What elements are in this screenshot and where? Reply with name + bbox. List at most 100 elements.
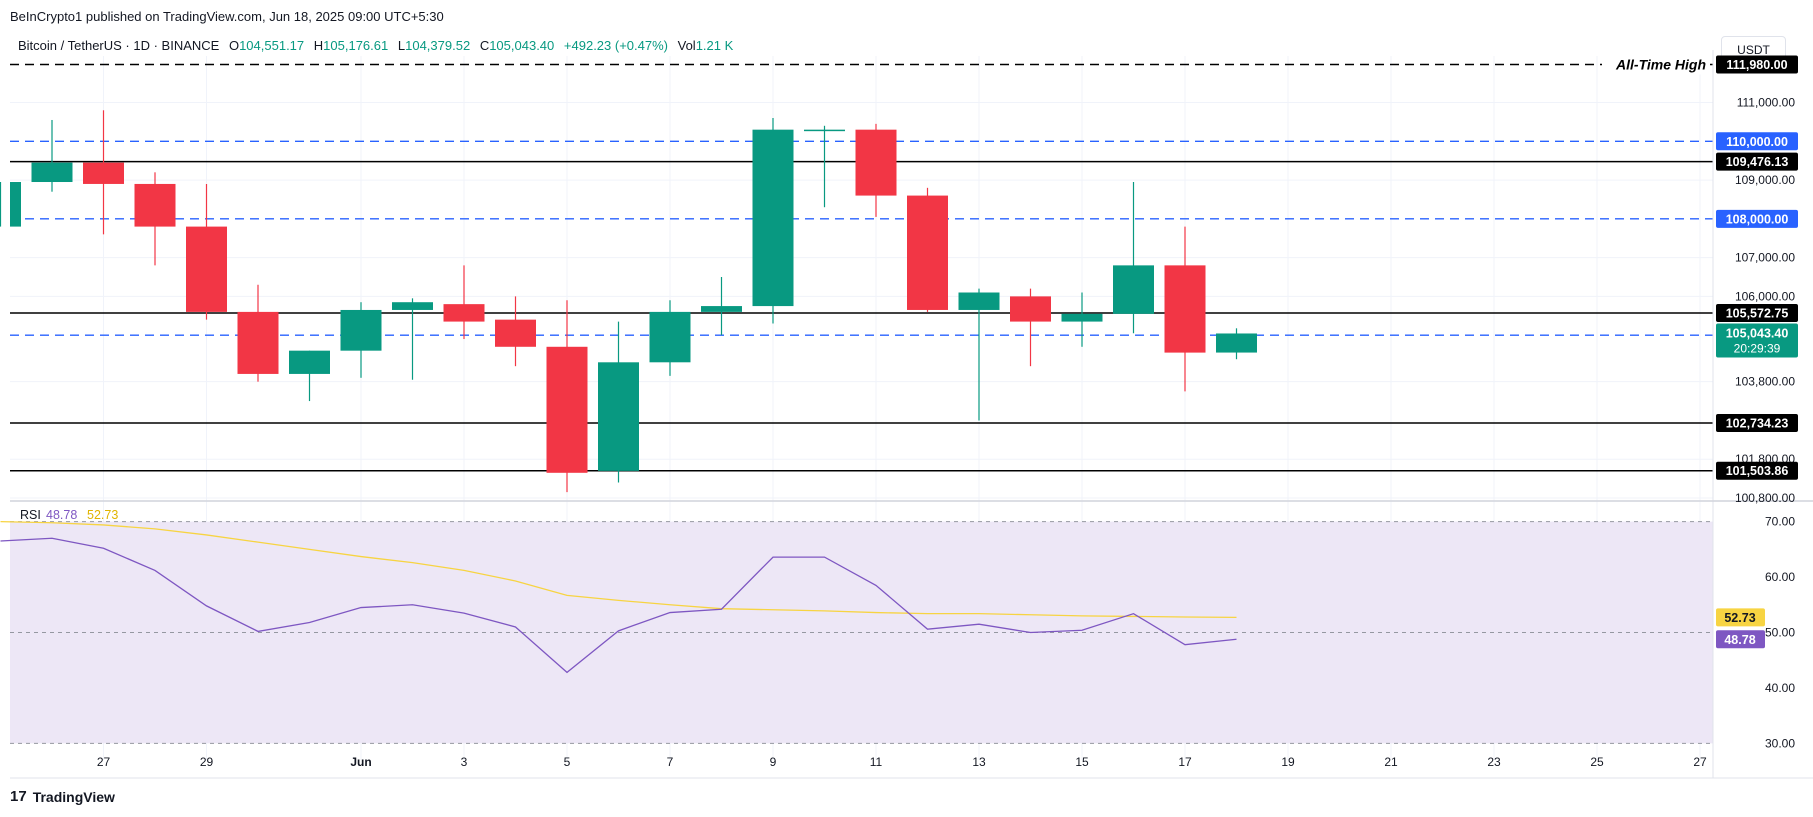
change-value: +492.23 (+0.47%) — [563, 38, 668, 53]
volume-value: 1.21 K — [695, 38, 734, 53]
level-price-label: 102,734.23 — [1726, 417, 1789, 431]
x-tick-label: 13 — [972, 755, 986, 769]
candle-body — [752, 129, 794, 307]
candle-body — [804, 129, 845, 132]
candle-body — [237, 311, 279, 374]
level-price-label: 111,980.00 — [1726, 58, 1787, 72]
rsi-ma-legend-value: 52.73 — [87, 508, 118, 522]
open-label: O — [228, 38, 240, 53]
level-price-box — [1716, 303, 1798, 322]
candle-body — [186, 226, 227, 312]
x-tick-label: Jun — [350, 755, 371, 769]
rsi-line — [0, 537, 1237, 674]
candle-body — [10, 182, 21, 227]
x-tick-label: 27 — [97, 755, 111, 769]
x-tick-label: 27 — [1693, 755, 1707, 769]
x-tick-label: 9 — [770, 755, 777, 769]
candle-body — [907, 195, 948, 310]
x-tick-label: 5 — [564, 755, 571, 769]
rsi-ma-price-label: 52.73 — [1724, 611, 1755, 625]
rsi-title: RSI — [20, 508, 41, 522]
rsi-tick-label: 30.00 — [1765, 736, 1795, 750]
rsi-ma-price-box — [1716, 608, 1765, 627]
x-tick-label: 25 — [1590, 755, 1604, 769]
candle-body — [83, 162, 124, 184]
rsi-lines — [0, 520, 1237, 674]
price-tick-label: 111,000.00 — [1737, 96, 1796, 110]
candle-body — [340, 309, 382, 351]
level-price-box — [1716, 461, 1798, 480]
rsi-band — [10, 521, 1713, 744]
level-price-label: 105,572.75 — [1726, 306, 1789, 320]
high-label: H — [313, 38, 324, 53]
tradingview-brand: TradingView — [32, 788, 115, 805]
rsi-price-box — [1716, 630, 1765, 649]
price-tick-label: 103,800.00 — [1735, 375, 1795, 389]
volume-label: Vol — [677, 38, 696, 53]
symbol-legend: Bitcoin / TetherUS · 1D · BINANCE O104,5… — [18, 38, 733, 53]
rsi-ma-line — [0, 520, 1237, 619]
publisher-text: BeInCrypto1 published on TradingView.com… — [10, 9, 444, 24]
level-price-label: 108,000.00 — [1726, 212, 1789, 226]
candle-body — [134, 183, 176, 227]
last-price-label: 105,043.40 — [1726, 326, 1789, 340]
close-label: C — [479, 38, 490, 53]
level-price-box — [1716, 152, 1798, 171]
level-price-box — [1716, 55, 1798, 74]
candle-body — [1061, 313, 1103, 322]
chart-grid — [10, 56, 1713, 760]
level-price-label: 110,000.00 — [1726, 135, 1788, 149]
level-price-box — [1716, 132, 1798, 151]
level-lines — [10, 63, 1713, 472]
open-value: 104,551.17 — [239, 38, 305, 53]
x-tick-label: 23 — [1487, 755, 1501, 769]
level-price-label: 109,476.13 — [1726, 155, 1789, 169]
close-value: 105,043.40 — [489, 38, 555, 53]
x-tick-label: 17 — [1178, 755, 1192, 769]
candle-body — [1113, 265, 1154, 314]
candle-body — [701, 306, 742, 312]
level-price-label: 101,503.86 — [1726, 464, 1789, 478]
symbol-name[interactable]: Bitcoin / TetherUS · 1D · BINANCE — [18, 38, 220, 53]
candle-body — [443, 304, 485, 322]
axes — [10, 50, 1813, 779]
price-tick-label: 109,000.00 — [1735, 173, 1795, 187]
price-tick-label: 100,800.00 — [1735, 491, 1795, 505]
tradingview-logo[interactable]: 17 TradingView — [10, 788, 115, 805]
x-tick-label: 19 — [1281, 755, 1295, 769]
candle-body — [855, 129, 897, 196]
candles — [0, 110, 1257, 493]
rsi-legend-value: 48.78 — [46, 508, 77, 522]
candle-body — [289, 350, 330, 374]
price-tick-label: 107,000.00 — [1735, 251, 1795, 265]
candle-body — [1164, 265, 1206, 353]
candle-body — [31, 162, 73, 183]
x-tick-label: 7 — [667, 755, 674, 769]
low-label: L — [397, 38, 406, 53]
candle-body — [958, 292, 1000, 310]
level-annotation: All-Time High — [1615, 57, 1706, 73]
x-tick-label: 29 — [200, 755, 214, 769]
rsi-tick-label: 70.00 — [1765, 515, 1795, 529]
candle-body — [546, 346, 588, 473]
tradingview-logo-icon: 17 — [10, 788, 27, 805]
x-tick-label: 11 — [870, 755, 883, 769]
high-value: 105,176.61 — [323, 38, 389, 53]
level-price-box — [1716, 414, 1798, 433]
candle-body — [392, 302, 433, 310]
rsi-tick-label: 40.00 — [1765, 681, 1795, 695]
level-price-box — [1716, 209, 1798, 228]
rsi-tick-label: 60.00 — [1765, 570, 1795, 584]
low-value: 104,379.52 — [405, 38, 471, 53]
price-tick-label: 106,000.00 — [1735, 289, 1795, 303]
candle-body — [598, 362, 639, 471]
rsi-tick-label: 50.00 — [1765, 626, 1795, 640]
last-price-box — [1716, 323, 1798, 358]
candle-body — [495, 319, 536, 347]
axis-labels: 27 29 Jun 3 5 7 9 11 13 15 17 19 21 23 25 27 111,000.00 1… — [20, 54, 1798, 769]
candle-body — [1010, 296, 1051, 322]
x-tick-label: 15 — [1075, 755, 1089, 769]
rsi-price-label: 48.78 — [1724, 633, 1755, 647]
x-tick-label: 21 — [1384, 755, 1398, 769]
